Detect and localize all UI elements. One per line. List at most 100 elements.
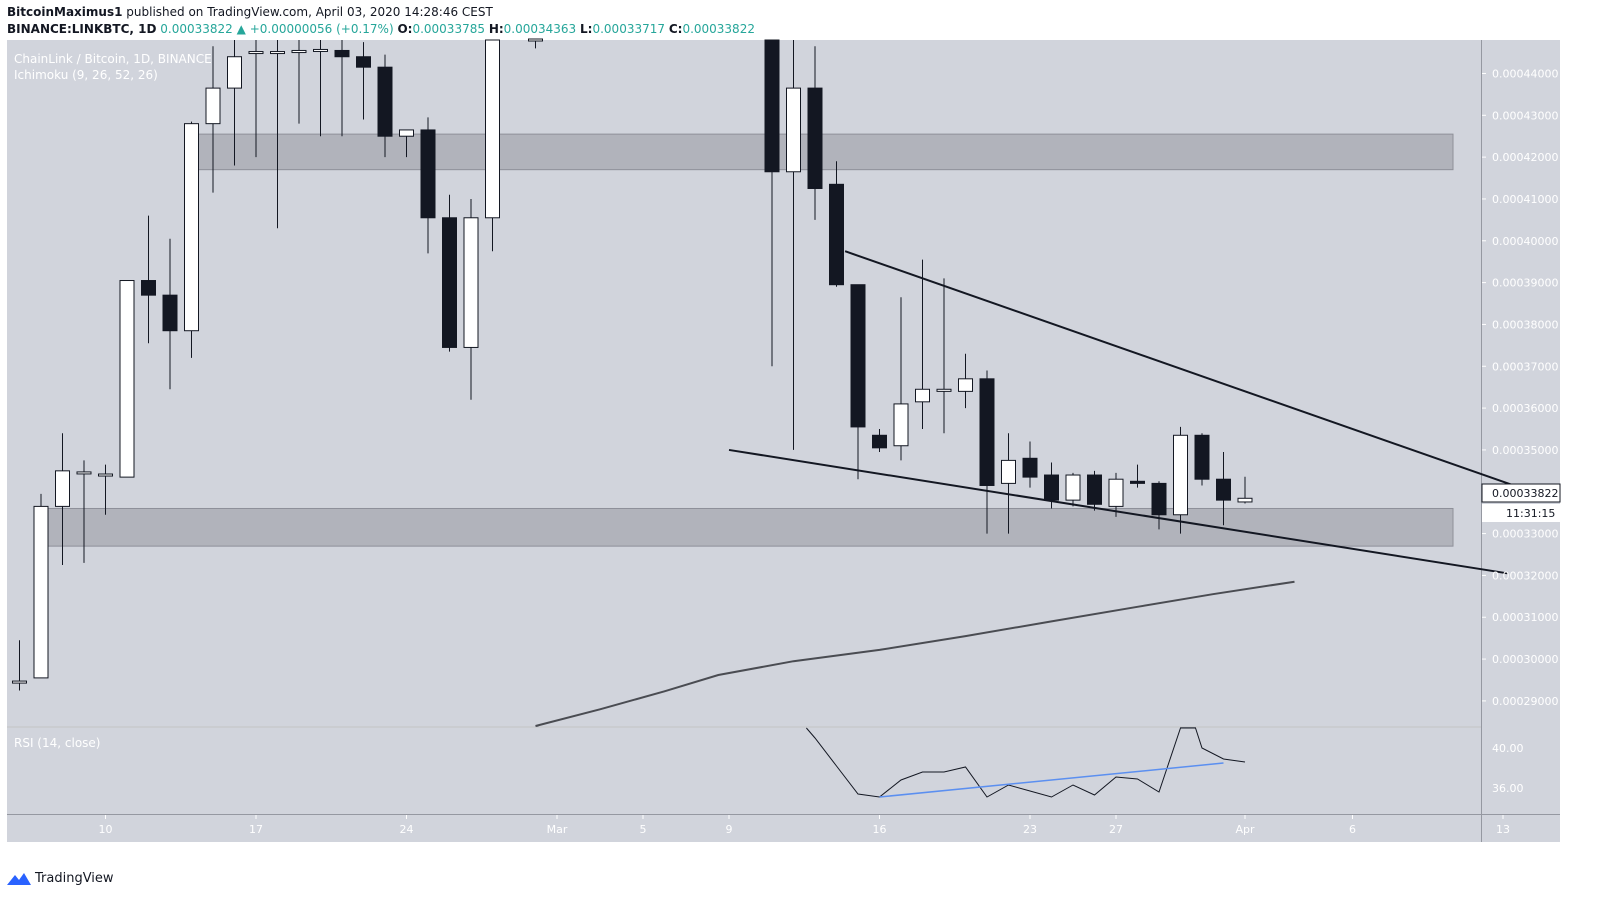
candle-body-5 (119, 280, 135, 478)
price-tick-label-15: 0.00044000 (1492, 67, 1558, 80)
candle-body-9 (205, 87, 221, 125)
price-tick-label-12: 0.00041000 (1492, 193, 1558, 206)
publish-info: BitcoinMaximus1 published on TradingView… (7, 5, 493, 19)
time-tick-label-2: 24 (400, 823, 414, 836)
open-value: 0.00033785 (412, 22, 485, 36)
candle-body-37 (1044, 474, 1059, 501)
time-tick-label-5: 9 (726, 823, 733, 836)
footer-brand[interactable]: TradingView (35, 871, 114, 886)
candle-body-17 (377, 66, 393, 137)
time-tick-label-6: 16 (873, 823, 887, 836)
ichimoku-line (535, 580, 1295, 727)
low-label: L: (580, 22, 593, 36)
price-tick-label-9: 0.00038000 (1492, 318, 1558, 331)
price-tick-label-1: 0.00030000 (1492, 653, 1558, 666)
legend-ichimoku[interactable]: Ichimoku (9, 26, 52, 26) (14, 68, 158, 82)
price-tick-label-3: 0.00032000 (1492, 569, 1558, 582)
rsi-line (806, 727, 1246, 798)
candle-body-28 (850, 284, 866, 428)
close-value: 0.00033822 (682, 22, 755, 36)
price-tick-label-14: 0.00043000 (1492, 109, 1558, 122)
trendlines-layer (728, 250, 1515, 575)
candle-body-39 (1087, 474, 1102, 505)
symbol: BINANCE:LINKBTC, 1D (7, 22, 157, 36)
close-label: C: (668, 22, 683, 36)
time-tick-label-3: Mar (547, 823, 568, 836)
time-tick-label-0: 10 (99, 823, 113, 836)
price-tag-box (1481, 483, 1561, 503)
time-tick-label-1: 17 (249, 823, 263, 836)
candle-body-7 (162, 294, 178, 332)
rsi-layer: 36.00 40.00 (806, 727, 1524, 798)
price-ticks: 0.00029000 0.00030000 0.00031000 0.00032000… (1482, 67, 1558, 708)
price-tick-label-10: 0.00039000 (1492, 277, 1558, 290)
candle-body-6 (141, 280, 156, 296)
legend-title: ChainLink / Bitcoin, 1D, BINANCE (14, 52, 212, 66)
candle-body-15 (334, 49, 350, 58)
candle-body-11 (248, 51, 264, 55)
price-tick-label-6: 0.00035000 (1492, 444, 1558, 457)
time-ticks: 10 17 24 Mar 5 9 16 23 27 Apr 6 13 (99, 815, 1510, 836)
candle-body-26 (807, 87, 823, 189)
candle-body-40 (1108, 478, 1124, 507)
candle-body-30 (893, 403, 909, 447)
time-axis[interactable] (7, 815, 1481, 842)
candle-body-46 (1237, 497, 1253, 503)
candle-body-3 (76, 471, 92, 475)
high-label: H: (488, 22, 504, 36)
time-tick-label-10: 6 (1349, 823, 1356, 836)
trendline-1 (728, 448, 1508, 575)
candle-body-23 (528, 38, 543, 42)
rsi-trendline (879, 762, 1224, 798)
candle-body-31 (915, 388, 930, 403)
candle-body-27 (829, 183, 844, 286)
price-tag: 0.00033822 11:31:15 (1481, 483, 1561, 522)
candle-body-32 (936, 388, 952, 392)
rsi-pane[interactable] (7, 728, 1481, 814)
candle-body-38 (1065, 474, 1081, 501)
candle-body-8 (184, 123, 199, 332)
candle-body-33 (958, 378, 973, 392)
candle-body-20 (442, 217, 457, 348)
candle-body-36 (1022, 457, 1038, 478)
author-name[interactable]: BitcoinMaximus1 (7, 5, 123, 19)
candle-body-4 (98, 473, 113, 477)
price-tick-label-11: 0.00040000 (1492, 235, 1558, 248)
candle-body-1 (33, 505, 49, 679)
change-value: +0.00000056 (+0.17%) (249, 22, 394, 36)
price-tick-label-0: 0.00029000 (1492, 695, 1558, 708)
time-tick-label-8: 27 (1109, 823, 1123, 836)
price-tick-label-8: 0.00037000 (1492, 360, 1558, 373)
time-tick-label-11: 13 (1496, 823, 1510, 836)
candle-body-22 (485, 39, 500, 219)
zone-1 (40, 507, 1454, 547)
price-tick-label-13: 0.00042000 (1492, 151, 1558, 164)
candle-body-43 (1173, 434, 1188, 516)
candle-body-25 (786, 87, 801, 173)
candle-body-34 (979, 378, 995, 486)
candle-body-13 (291, 49, 307, 54)
candle-body-21 (463, 217, 479, 348)
high-value: 0.00034363 (503, 22, 577, 36)
low-value: 0.00033717 (592, 22, 665, 36)
candle-body-0 (12, 680, 27, 684)
candle-body-42 (1151, 482, 1167, 516)
price-axis[interactable] (1482, 40, 1560, 842)
published-text: published on TradingView.com, April 03, … (126, 5, 493, 19)
last-price: 0.00033822 (160, 22, 233, 36)
price-tag-value: 0.00033822 (1492, 487, 1558, 500)
candle-body-10 (227, 56, 242, 89)
legend-rsi[interactable]: RSI (14, close) (14, 736, 100, 750)
countdown-box (1482, 504, 1560, 522)
candle-body-19 (420, 129, 436, 219)
ichimoku-layer (535, 580, 1295, 727)
candle-body-35 (1001, 459, 1016, 484)
time-tick-label-7: 23 (1023, 823, 1037, 836)
rsi-tick-label-1: 40.00 (1492, 742, 1524, 755)
candles-layer (12, 38, 1253, 691)
footer: TradingView (7, 871, 114, 886)
price-tick-label-7: 0.00036000 (1492, 402, 1558, 415)
candle-body-12 (270, 51, 285, 55)
candle-body-29 (872, 434, 887, 449)
